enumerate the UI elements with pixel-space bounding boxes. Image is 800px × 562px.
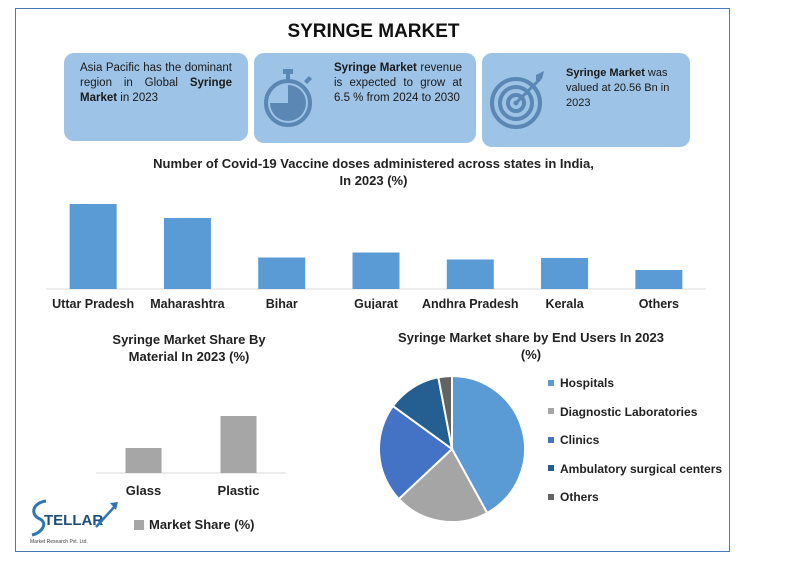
material-bar-plastic — [220, 416, 257, 473]
card3-post: was valued at 20.56 Bn in 2023 — [566, 67, 670, 109]
pie-chart-title-line1: Syringe Market share by End Users In 202… — [398, 330, 664, 345]
card2-bold: Syringe Market — [334, 62, 417, 74]
vaccine-tick-gujarat: Gujarat — [354, 297, 399, 309]
vaccine-tick-maharashtra: Maharashtra — [150, 297, 225, 309]
info-card-region: Asia Pacific has the dominant region in … — [64, 53, 248, 141]
info-card-value-text: Syringe Market was valued at 20.56 Bn in… — [566, 66, 680, 111]
vaccine-chart-title: Number of Covid-19 Vaccine doses adminis… — [56, 155, 691, 189]
vaccine-chart-title-line2: In 2023 (%) — [339, 173, 408, 188]
material-chart-title: Syringe Market Share By Material In 2023… — [94, 331, 284, 365]
svg-text:Market Research Pvt. Ltd.: Market Research Pvt. Ltd. — [30, 539, 88, 545]
vaccine-bar-bihar — [258, 257, 306, 289]
pie-slice-diagnostic-laboratories — [397, 447, 489, 523]
vaccine-bar-maharashtra — [163, 218, 211, 289]
vaccine-tick-others: Others — [639, 297, 679, 309]
material-bar-chart: Glass Plastic — [96, 416, 286, 498]
pie-chart-title-line2: (%) — [520, 347, 542, 362]
pie-slice-others — [437, 374, 453, 450]
pie-legend-swatch — [548, 379, 554, 386]
material-legend: Market Share (%) — [134, 517, 254, 532]
vaccine-tick-andhra-pradesh: Andhra Pradesh — [422, 297, 519, 309]
pie-legend-item-others: Others — [548, 490, 599, 504]
page-title: SYRINGE MARKET — [287, 21, 460, 42]
card1-pre: Asia Pacific has the dominant region in … — [80, 62, 232, 89]
material-chart-title-line1: Syringe Market Share By — [112, 332, 266, 347]
vaccine-bar-others — [635, 270, 683, 289]
info-card-growth-text: Syringe Market revenue is expected to gr… — [334, 61, 462, 106]
card2-post: revenue is expected to grow at 6.5 % fro… — [334, 62, 462, 104]
target-icon — [490, 71, 544, 129]
pie-legend-swatch — [548, 465, 554, 472]
pie-legend-swatch — [548, 493, 554, 500]
info-card-growth: Syringe Market revenue is expected to gr… — [254, 53, 476, 143]
material-tick-plastic: Plastic — [218, 483, 260, 498]
pie-legend-swatch — [548, 408, 554, 415]
info-card-region-text: Asia Pacific has the dominant region in … — [80, 61, 232, 106]
pie-legend-label: Clinics — [560, 433, 600, 447]
svg-text:TELLAR: TELLAR — [44, 512, 103, 529]
pie-legend-label: Ambulatory surgical centers — [560, 461, 723, 476]
vaccine-bar-andhra-pradesh — [446, 259, 494, 289]
pie-legend-item-diagnostic-laboratories: Diagnostic Laboratories — [548, 405, 697, 419]
card3-bold: Syringe Market — [566, 67, 645, 79]
pie-legend-item-ambulatory-surgical-centers: Ambulatory surgical centers — [548, 462, 722, 476]
stopwatch-icon — [264, 69, 312, 127]
vaccine-tick-bihar: Bihar — [266, 297, 298, 309]
pie-legend-swatch — [548, 436, 554, 443]
card1-bold: Syringe Market — [80, 77, 232, 104]
vaccine-tick-kerala: Kerala — [545, 297, 584, 309]
material-bar-glass — [125, 448, 162, 473]
vaccine-tick-uttar-pradesh: Uttar Pradesh — [52, 297, 134, 309]
pie-legend-label: Others — [560, 490, 599, 504]
info-card-value: Syringe Market was valued at 20.56 Bn in… — [482, 53, 690, 147]
pie-legend-label: Diagnostic Laboratories — [560, 404, 698, 419]
pie-legend-item-hospitals: Hospitals — [548, 376, 614, 390]
pie-legend-label: Hospitals — [560, 376, 615, 390]
vaccine-chart-title-line1: Number of Covid-19 Vaccine doses adminis… — [153, 156, 594, 171]
pie-chart-title: Syringe Market share by End Users In 202… — [366, 329, 696, 363]
pie-slice-hospitals — [451, 374, 526, 515]
card1-post: in 2023 — [117, 92, 159, 104]
end-users-pie-chart — [378, 374, 526, 523]
pie-slice-clinics — [378, 404, 454, 501]
infographic-frame: SYRINGE MARKET Asia Pacific has the domi… — [15, 8, 730, 552]
pie-legend-item-clinics: Clinics — [548, 433, 599, 447]
material-chart-title-line2: Material In 2023 (%) — [128, 349, 250, 364]
vaccine-bar-kerala — [541, 258, 589, 289]
vaccine-bar-uttar-pradesh — [69, 204, 117, 289]
material-tick-glass: Glass — [126, 483, 161, 498]
vaccine-bar-gujarat — [352, 252, 400, 289]
material-legend-swatch — [134, 519, 144, 530]
vaccine-bar-chart: Uttar Pradesh Maharashtra Bihar Gujarat Andh… — [46, 204, 706, 309]
stellar-logo: TELLAR Market Research Pvt. Ltd. — [30, 499, 118, 545]
material-legend-label: Market Share (%) — [149, 517, 255, 532]
